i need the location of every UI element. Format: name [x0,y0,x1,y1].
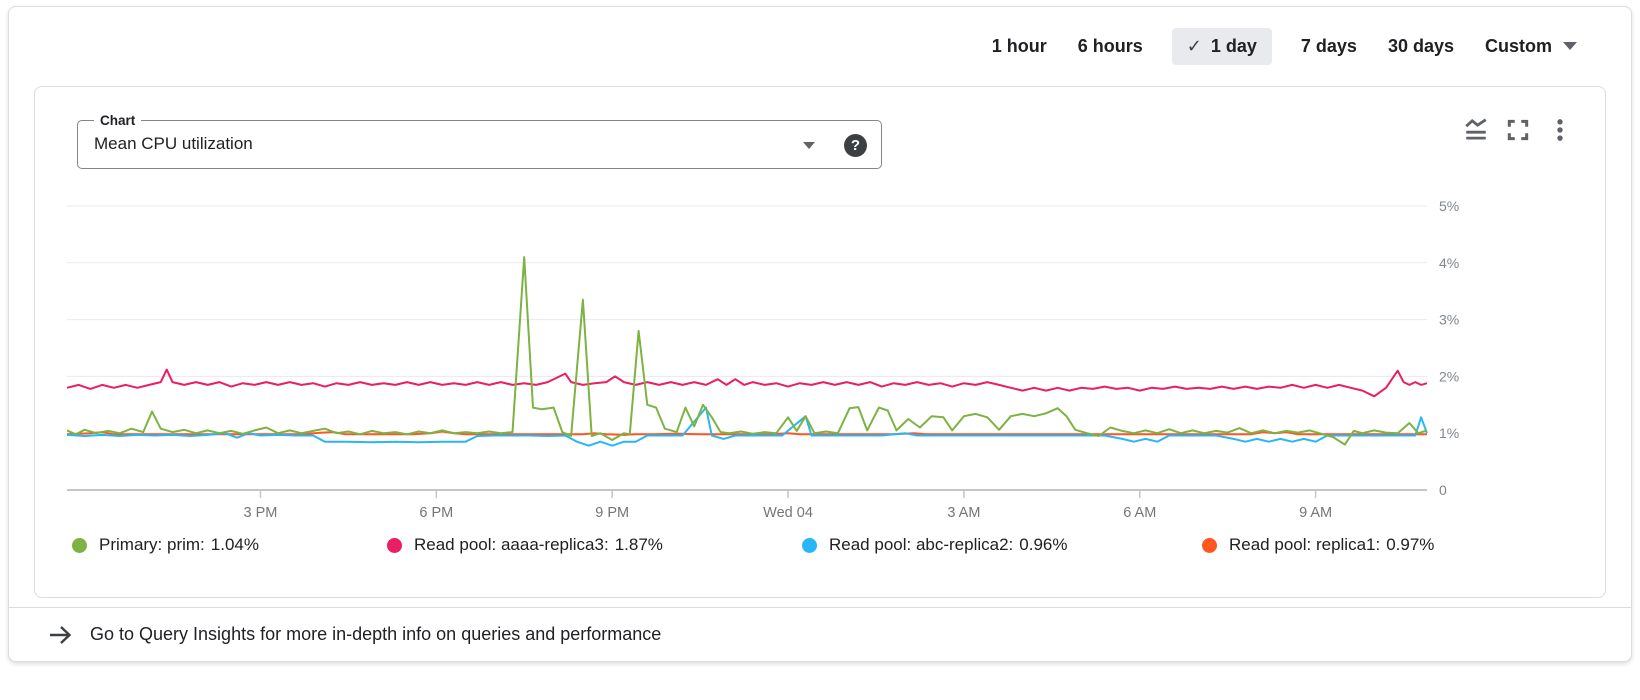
legend-label: Read pool: abc-replica2: 0.96% [829,535,1068,554]
time-range-7-days[interactable]: 7 days [1299,28,1359,65]
chart-toolbar [1463,117,1573,143]
chart-card-header: Chart Mean CPU utilization ? [35,87,1605,191]
chart-legend: Primary: prim: 1.04% Read pool: aaaa-repli… [35,535,1605,565]
y-axis-label: 1% [1439,425,1459,441]
chart-select-value: Mean CPU utilization [94,134,253,153]
time-range-1-hour[interactable]: 1 hour [990,28,1049,65]
time-range-custom[interactable]: Custom [1483,28,1579,65]
legend-label: Read pool: aaaa-replica3: 1.87% [414,535,663,554]
x-axis-label: 9 PM [595,505,629,521]
check-icon: ✓ [1186,35,1202,56]
chart-metric-select[interactable]: Chart Mean CPU utilization ? [77,112,882,169]
time-range-label: 30 days [1387,35,1454,56]
x-axis-label: 6 PM [419,505,453,521]
chart-select-label: Chart [94,112,142,129]
series-line [66,256,1428,446]
legend-label: Read pool: replica1: 0.97% [1229,535,1435,554]
chevron-down-icon [1563,42,1577,50]
legend-color-dot [387,537,402,553]
x-axis-label: 6 AM [1123,505,1156,521]
query-insights-link[interactable]: Go to Query Insights for more in-depth i… [9,607,1631,661]
time-range-label: 7 days [1300,35,1357,56]
x-axis-label: 3 AM [947,505,980,521]
series-line [66,406,1428,447]
chevron-down-icon [803,142,815,149]
more-options-icon[interactable] [1547,117,1573,143]
y-axis-label: 0 [1439,482,1447,498]
legend-item[interactable]: Read pool: abc-replica2: 0.96% [802,535,1067,555]
time-range-6-hours[interactable]: 6 hours [1076,28,1145,65]
x-axis-label: 9 AM [1299,505,1332,521]
monitoring-panel: 1 hour 6 hours ✓ 1 day 7 days 30 days Custom C… [8,6,1632,662]
legend-color-dot [72,537,87,553]
time-range-30-days[interactable]: 30 days [1386,28,1456,65]
arrow-forward-icon [50,625,72,644]
chart-card: Chart Mean CPU utilization ? [34,86,1606,598]
legend-label: Primary: prim: 1.04% [99,535,259,554]
fullscreen-icon[interactable] [1505,117,1531,143]
time-range-label: 6 hours [1077,35,1143,56]
y-axis-label: 5% [1439,198,1459,214]
time-range-label: 1 hour [991,35,1047,56]
chart-type-icon[interactable] [1463,117,1489,143]
query-insights-text: Go to Query Insights for more in-depth i… [90,624,662,644]
help-icon[interactable]: ? [844,134,867,157]
legend-item[interactable]: Primary: prim: 1.04% [72,535,259,555]
time-range-1-day[interactable]: ✓ 1 day [1171,27,1272,65]
series-line [66,430,1427,436]
cpu-chart: 0 1% 2% 3% 4% 5% 3 PM 6 PM 9 PM Wed 04 3 AM 6 AM 9 A… [66,198,1459,521]
legend-color-dot [1202,537,1217,553]
y-axis-label: 3% [1439,312,1459,328]
x-axis-label: 3 PM [244,505,278,521]
legend-color-dot [802,537,817,553]
series-line [66,368,1428,398]
y-axis-label: 4% [1439,255,1459,271]
legend-item[interactable]: Read pool: aaaa-replica3: 1.87% [387,535,663,555]
time-range-selector: 1 hour 6 hours ✓ 1 day 7 days 30 days Custom [9,7,1631,69]
x-axis-label: Wed 04 [763,505,813,521]
time-range-label: Custom [1485,35,1552,56]
legend-item[interactable]: Read pool: replica1: 0.97% [1202,535,1434,555]
time-range-label: 1 day [1210,35,1257,56]
y-axis-label: 2% [1439,368,1459,384]
